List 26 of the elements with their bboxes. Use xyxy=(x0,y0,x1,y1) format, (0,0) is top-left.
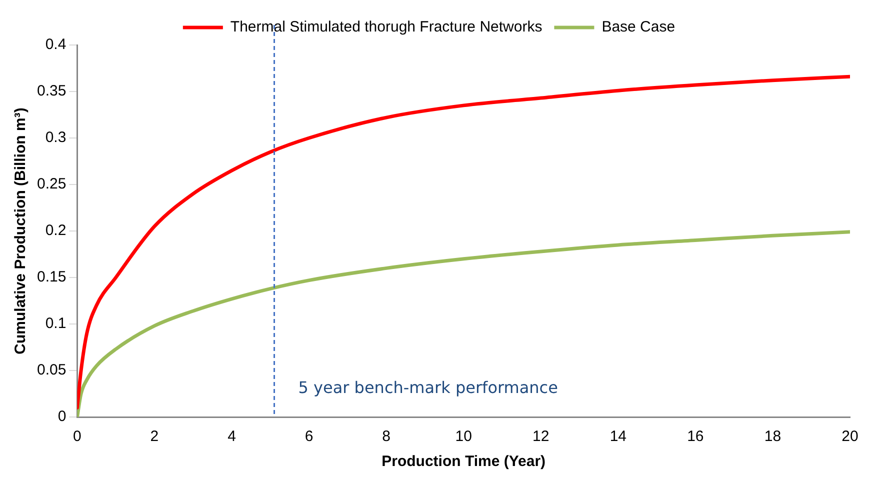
y-tick-label: 0.25 xyxy=(36,176,66,193)
x-tick-label: 12 xyxy=(532,428,550,446)
y-axis-title: Cumulative Production (Billion m³) xyxy=(12,108,30,354)
y-tick-label: 0.3 xyxy=(45,129,66,146)
x-tick-label: 16 xyxy=(687,428,704,446)
y-tick-label: 0 xyxy=(58,408,66,426)
y-tick-label: 0.4 xyxy=(45,36,66,54)
y-tick-label: 0.1 xyxy=(45,315,66,332)
y-tick-label: 0.05 xyxy=(36,362,66,379)
y-tick-label: 0.35 xyxy=(36,82,66,100)
x-tick-label: 8 xyxy=(382,428,390,446)
y-tick-label: 0.15 xyxy=(36,268,66,286)
line-series xyxy=(77,74,850,410)
x-axis-title: Production Time (Year) xyxy=(382,453,546,470)
x-tick-label: 2 xyxy=(150,428,159,446)
legend-label: Base Case xyxy=(602,18,676,36)
x-tick-label: 18 xyxy=(764,428,782,446)
x-tick-label: 20 xyxy=(842,428,858,446)
y-tick-label: 0.2 xyxy=(45,222,66,240)
legend-label: Thermal Stimulated thorugh Fracture Networks xyxy=(230,18,542,36)
x-tick-label: 0 xyxy=(73,428,82,446)
ref-line-label: 5 year bench-mark performance xyxy=(298,378,558,398)
x-tick-label: 4 xyxy=(228,428,236,446)
x-tick-label: 6 xyxy=(304,428,314,446)
x-tick-label: 14 xyxy=(610,428,626,446)
x-tick-label: 10 xyxy=(455,428,472,446)
